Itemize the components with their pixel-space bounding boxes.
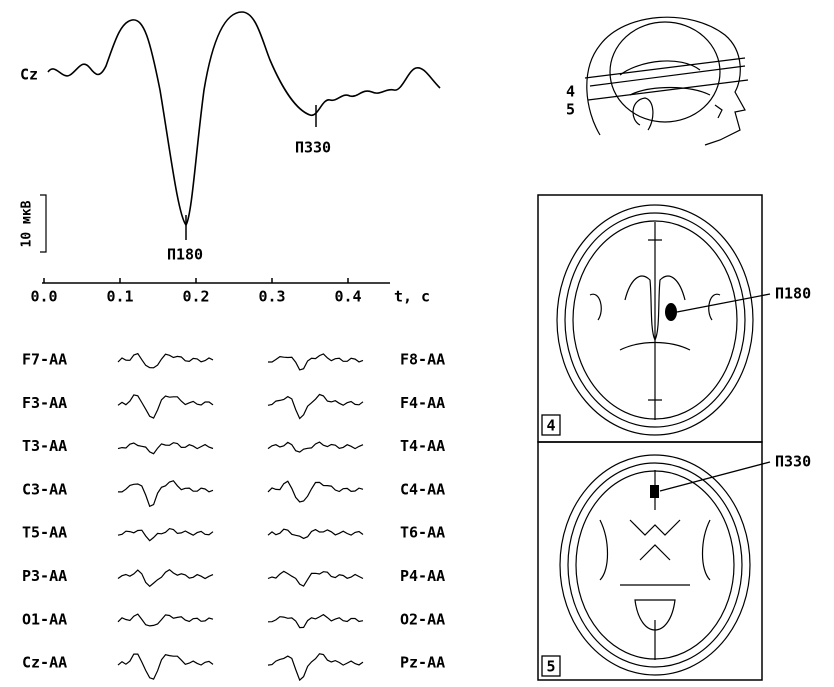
trace-label: Cz [20,66,38,84]
scale-label: 10 мкВ [20,200,35,247]
channel-label: F3-AA [22,394,67,412]
tick-label: 0.1 [106,288,133,306]
channel-trace [118,529,213,541]
channel-trace [268,442,363,452]
channel-trace [268,395,363,419]
channel-label: T3-AA [22,437,67,455]
channel-trace [118,443,213,454]
peak-label: П180 [167,246,203,264]
channel-label: Pz-AA [400,654,445,672]
tick-label: 0.3 [258,288,285,306]
channel-label: C3-AA [22,480,67,498]
channel-trace [118,654,213,679]
figure: Cz П180 П330 10 мкВ 0.0 0.1 0.2 0.3 0.4 t, c… [0,0,834,687]
channel-trace [118,570,213,587]
slice-drawing [557,205,753,675]
channel-trace [118,614,213,626]
channel-trace [268,481,363,502]
tick-label: 0.4 [334,288,361,306]
plane-label: 5 [566,101,575,119]
channel-label: F4-AA [400,394,445,412]
slice-number: 5 [546,658,555,676]
channel-label: P3-AA [22,567,67,585]
slice-number: 4 [546,417,555,435]
channel-label: O2-AA [400,610,445,628]
pointer [677,294,770,312]
scale-bar [40,195,46,252]
channel-label: C4-AA [400,480,445,498]
slice-frame [538,195,762,442]
channel-label: O1-AA [22,610,67,628]
channel-label: P4-AA [400,567,445,585]
channel-label: T5-AA [22,524,67,542]
channel-trace [118,481,213,507]
channel-label: F8-AA [400,351,445,369]
source-marker [650,485,659,498]
channel-trace [268,529,363,538]
main-trace [48,12,440,225]
tick-label: 0.0 [30,288,57,306]
channel-trace [118,395,213,418]
channel-trace [268,354,363,370]
channel-trace [118,354,213,368]
plane-label: 4 [566,83,575,101]
channel-label: Cz-AA [22,654,67,672]
channel-label: T4-AA [400,437,445,455]
channel-trace [268,571,363,586]
slice-label: П330 [775,453,811,471]
channel-trace [268,654,363,680]
source-marker [665,303,677,321]
channel-trace [268,615,363,628]
head-sketch [585,17,748,145]
peak-label: П330 [295,139,331,157]
channel-label: F7-AA [22,351,67,369]
channel-label: T6-AA [400,524,445,542]
axis-unit: t, c [394,288,430,306]
slice-frame [538,442,762,680]
tick-label: 0.2 [182,288,209,306]
slice-label: П180 [775,285,811,303]
